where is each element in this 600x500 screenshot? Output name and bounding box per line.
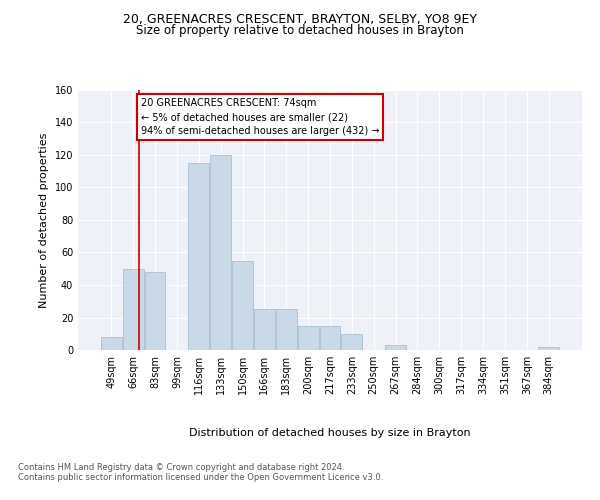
Bar: [320, 326, 340, 350]
Y-axis label: Number of detached properties: Number of detached properties: [39, 132, 49, 308]
Bar: [341, 334, 362, 350]
Bar: [210, 155, 231, 350]
Bar: [232, 260, 253, 350]
Bar: [276, 310, 296, 350]
Bar: [145, 272, 166, 350]
Bar: [188, 163, 209, 350]
Text: Size of property relative to detached houses in Brayton: Size of property relative to detached ho…: [136, 24, 464, 37]
Text: Contains public sector information licensed under the Open Government Licence v3: Contains public sector information licen…: [18, 474, 383, 482]
Bar: [123, 268, 143, 350]
Text: Distribution of detached houses by size in Brayton: Distribution of detached houses by size …: [189, 428, 471, 438]
Text: 20, GREENACRES CRESCENT, BRAYTON, SELBY, YO8 9EY: 20, GREENACRES CRESCENT, BRAYTON, SELBY,…: [123, 12, 477, 26]
Bar: [254, 310, 275, 350]
Text: 20 GREENACRES CRESCENT: 74sqm
← 5% of detached houses are smaller (22)
94% of se: 20 GREENACRES CRESCENT: 74sqm ← 5% of de…: [141, 98, 379, 136]
Bar: [385, 345, 406, 350]
Bar: [101, 337, 122, 350]
Bar: [298, 326, 319, 350]
Bar: [538, 347, 559, 350]
Text: Contains HM Land Registry data © Crown copyright and database right 2024.: Contains HM Land Registry data © Crown c…: [18, 462, 344, 471]
